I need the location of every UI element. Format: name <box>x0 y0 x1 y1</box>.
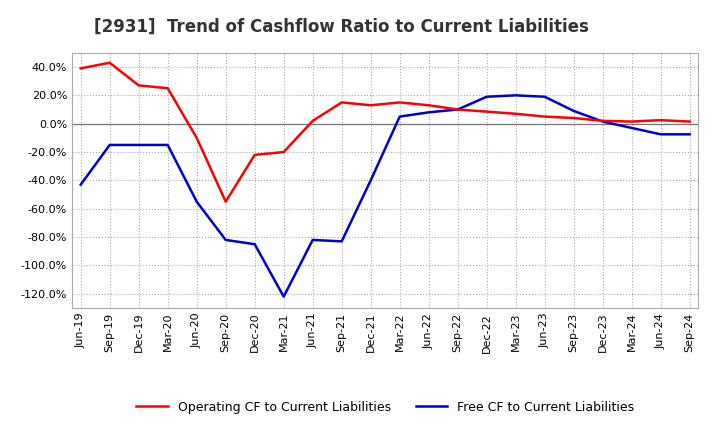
Operating CF to Current Liabilities <box>221 199 230 204</box>
Free CF to Current Liabilities <box>221 237 230 242</box>
Operating CF to Current Liabilities <box>424 103 433 108</box>
Operating CF to Current Liabilities <box>570 115 578 121</box>
Free CF to Current Liabilities <box>482 94 491 99</box>
Free CF to Current Liabilities <box>511 93 520 98</box>
Free CF to Current Liabilities <box>454 107 462 112</box>
Free CF to Current Liabilities <box>105 142 114 147</box>
Operating CF to Current Liabilities <box>338 100 346 105</box>
Free CF to Current Liabilities <box>76 182 85 187</box>
Text: [2931]  Trend of Cashflow Ratio to Current Liabilities: [2931] Trend of Cashflow Ratio to Curren… <box>94 18 588 36</box>
Operating CF to Current Liabilities <box>163 86 172 91</box>
Operating CF to Current Liabilities <box>135 83 143 88</box>
Operating CF to Current Liabilities <box>279 150 288 155</box>
Free CF to Current Liabilities <box>685 132 694 137</box>
Free CF to Current Liabilities <box>657 132 665 137</box>
Operating CF to Current Liabilities <box>685 119 694 124</box>
Operating CF to Current Liabilities <box>482 109 491 114</box>
Operating CF to Current Liabilities <box>657 117 665 123</box>
Free CF to Current Liabilities <box>279 294 288 299</box>
Operating CF to Current Liabilities <box>454 107 462 112</box>
Operating CF to Current Liabilities <box>76 66 85 71</box>
Free CF to Current Liabilities <box>338 239 346 244</box>
Operating CF to Current Liabilities <box>192 135 201 140</box>
Free CF to Current Liabilities <box>395 114 404 119</box>
Operating CF to Current Liabilities <box>395 100 404 105</box>
Operating CF to Current Liabilities <box>366 103 375 108</box>
Legend: Operating CF to Current Liabilities, Free CF to Current Liabilities: Operating CF to Current Liabilities, Fre… <box>131 396 639 419</box>
Free CF to Current Liabilities <box>570 108 578 114</box>
Line: Operating CF to Current Liabilities: Operating CF to Current Liabilities <box>81 63 690 202</box>
Free CF to Current Liabilities <box>424 110 433 115</box>
Operating CF to Current Liabilities <box>251 152 259 158</box>
Operating CF to Current Liabilities <box>308 118 317 124</box>
Operating CF to Current Liabilities <box>541 114 549 119</box>
Free CF to Current Liabilities <box>135 142 143 147</box>
Free CF to Current Liabilities <box>192 199 201 204</box>
Operating CF to Current Liabilities <box>598 118 607 124</box>
Free CF to Current Liabilities <box>163 142 172 147</box>
Operating CF to Current Liabilities <box>627 119 636 124</box>
Free CF to Current Liabilities <box>627 125 636 131</box>
Line: Free CF to Current Liabilities: Free CF to Current Liabilities <box>81 95 690 297</box>
Free CF to Current Liabilities <box>366 178 375 183</box>
Operating CF to Current Liabilities <box>511 111 520 117</box>
Free CF to Current Liabilities <box>251 242 259 247</box>
Free CF to Current Liabilities <box>598 119 607 124</box>
Free CF to Current Liabilities <box>308 237 317 242</box>
Free CF to Current Liabilities <box>541 94 549 99</box>
Operating CF to Current Liabilities <box>105 60 114 66</box>
